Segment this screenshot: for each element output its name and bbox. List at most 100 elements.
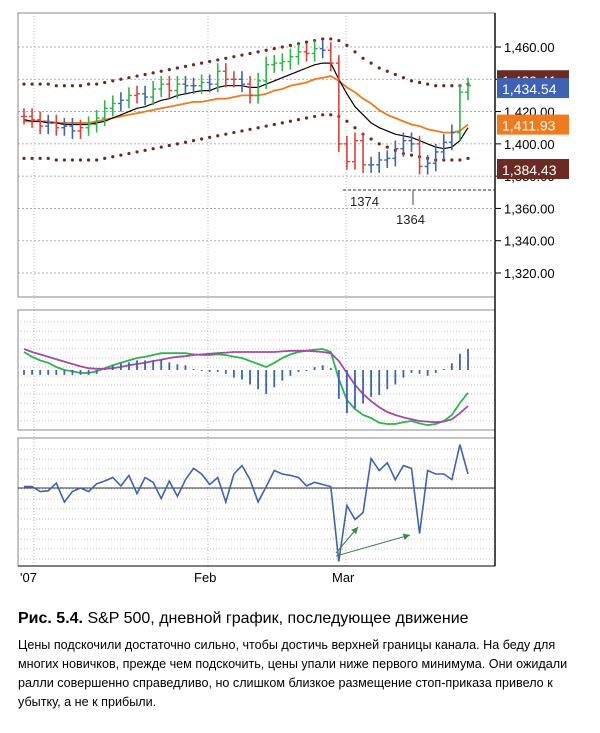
channel_lower-dot (224, 132, 228, 136)
channel_lower-dot (329, 113, 333, 117)
date-axis: '07 Feb Mar (18, 13, 495, 585)
channel_upper-dot (434, 84, 438, 88)
channel_upper-dot (288, 43, 292, 47)
channel_lower-dot (159, 145, 163, 149)
ema_fast-line (23, 62, 469, 150)
caption-title: Рис. 5.4. S&P 500, дневной график, после… (18, 610, 584, 628)
channel_upper-dot (345, 43, 349, 47)
channel_lower-dot (248, 127, 252, 131)
channel_upper-dot (119, 77, 123, 81)
channel-lines (22, 37, 470, 162)
channel_upper-dot (135, 74, 139, 78)
channel_upper-dot (353, 50, 357, 54)
channel_lower-dot (385, 145, 389, 149)
channel_lower-dot (377, 142, 381, 146)
channel_lower-dot (22, 156, 26, 160)
channel_upper-dot (280, 45, 284, 49)
channel_upper-dot (103, 80, 107, 85)
price-tag-box (497, 114, 569, 135)
channel_lower-dot (143, 148, 147, 152)
channel_upper-dot (417, 80, 422, 85)
channel_lower-dot (70, 158, 75, 162)
channel_lower-dot (304, 116, 309, 120)
channel_upper-dot (442, 84, 446, 88)
channel_lower-dot (321, 113, 325, 117)
price-bars (21, 40, 471, 175)
channel_upper-dot (86, 82, 91, 86)
price-tick-label: 1,400.00 (504, 137, 555, 152)
channel_upper-dot (200, 61, 204, 65)
channel_upper-dot (183, 64, 188, 68)
channel_upper-dot (321, 37, 325, 41)
channel_lower-dot (191, 139, 196, 143)
caption-body: Цены подскочили достаточно сильно, чтобы… (18, 638, 568, 709)
channel_upper-dot (393, 72, 397, 77)
price-tag-label: 1,434.54 (502, 81, 557, 97)
channel_upper-dot (151, 71, 155, 75)
channel_lower-dot (119, 153, 123, 157)
channel_lower-dot (450, 158, 454, 162)
signal_line (23, 348, 469, 424)
channel_upper-dot (224, 56, 228, 60)
channel_upper-dot (409, 79, 414, 83)
price-tag-label: 1,411.93 (502, 118, 556, 134)
channel_lower-dot (103, 156, 107, 160)
channel_upper-dot (111, 79, 115, 83)
chart-svg: 1,460.001,440.001,420.001,400.001,380.00… (17, 12, 569, 585)
price-tag-box (497, 78, 569, 99)
chart-frame: 1,460.001,440.001,420.001,400.001,380.00… (17, 12, 569, 585)
channel_upper-dot (426, 82, 430, 86)
channel_upper-dot (450, 84, 454, 88)
channel_upper-dot (337, 38, 341, 43)
channel_lower-dot (111, 155, 115, 159)
channel_lower-dot (78, 158, 83, 162)
price-tags: 1,439.411,434.541,411.931,384.43 (497, 70, 569, 179)
channel_lower-dot (369, 137, 373, 141)
force_index (24, 444, 469, 562)
channel_lower-dot (296, 118, 301, 122)
price-tick-label: 1,340.00 (504, 234, 555, 249)
channel_lower-dot (95, 158, 99, 162)
channel_upper-dot (54, 84, 58, 88)
channel_lower-dot (272, 122, 276, 127)
channel_upper-dot (232, 55, 236, 59)
channel_upper-dot (30, 82, 34, 86)
channel_upper-dot (95, 82, 99, 86)
channel_lower-dot (151, 147, 155, 151)
price-grid (18, 46, 495, 274)
channel_upper-dot (385, 69, 389, 73)
macd_line (23, 348, 469, 427)
channel_upper-dot (248, 51, 252, 56)
channel_upper-dot (175, 66, 179, 70)
channel_lower-dot (135, 150, 139, 154)
channel_lower-dot (240, 129, 244, 133)
channel_lower-dot (409, 153, 414, 157)
channel_lower-dot (313, 114, 317, 119)
channel_lower-dot (216, 134, 220, 138)
channel_lower-dot (62, 158, 66, 162)
channel_upper-dot (46, 82, 50, 86)
ema-lines (23, 62, 469, 150)
channel_upper-dot (127, 76, 131, 80)
channel_upper-dot (78, 84, 83, 88)
channel_upper-dot (401, 76, 406, 80)
figure-caption: Рис. 5.4. S&P 500, дневной график, после… (18, 604, 584, 712)
channel_upper-dot (377, 66, 381, 70)
channel_lower-dot (175, 142, 179, 146)
divergence-arrow (335, 533, 411, 557)
channel_upper-dot (272, 47, 276, 51)
channel_upper-dot (216, 58, 220, 62)
price-annotations: 1374 1364 (343, 189, 495, 227)
channel_upper-dot (159, 69, 163, 73)
ema_slow-line (24, 75, 469, 134)
channel_upper-dot (329, 37, 333, 41)
channel_lower-dot (353, 126, 357, 130)
channel_lower-dot (127, 151, 131, 156)
low-label-1374: 1374 (350, 194, 379, 209)
divergence-arrow (335, 526, 359, 554)
channel_upper-dot (62, 84, 66, 88)
channel_lower-dot (288, 119, 292, 123)
channel_upper-dot (240, 53, 244, 57)
channel_upper-dot (304, 40, 309, 44)
channel_lower-dot (458, 158, 462, 162)
